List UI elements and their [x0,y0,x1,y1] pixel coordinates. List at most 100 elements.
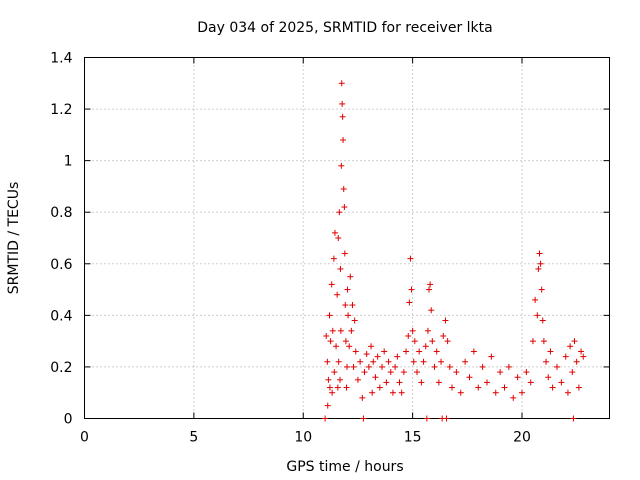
data-point [575,384,582,391]
data-point [429,338,436,345]
data-point [408,286,415,293]
data-point [374,353,381,360]
data-point [564,389,571,396]
data-point [342,302,349,309]
data-point [340,137,347,144]
data-point [346,343,353,350]
data-point [327,338,334,345]
data-point [562,353,569,360]
data-point [363,351,370,358]
data-point [549,384,556,391]
y-tick-label: 1.4 [50,51,72,67]
data-point [326,312,333,319]
data-point [497,369,504,376]
data-point [376,384,383,391]
y-tick-label: 0 [64,412,73,428]
y-axis-label: SRMTID / TECUs [6,182,22,295]
data-point [357,358,364,365]
data-point [479,363,486,370]
data-point [573,358,580,365]
x-tick-label: 15 [404,430,422,446]
data-point [571,338,578,345]
data-point [420,358,427,365]
data-point [331,369,338,376]
data-point [418,379,425,386]
data-point [424,327,431,334]
data-point [333,343,340,350]
data-point [444,338,451,345]
data-point [322,415,329,422]
data-point [338,80,345,87]
data-point [365,363,372,370]
data-point [519,389,525,396]
data-point [370,358,377,365]
data-point [540,338,547,345]
data-point [580,353,587,360]
data-point [443,415,450,422]
data-point [361,369,368,376]
data-point [337,376,343,383]
y-tick-label: 0.2 [50,360,72,376]
data-point [369,389,376,396]
data-point [372,374,379,381]
data-point [329,389,336,396]
data-point [431,363,438,370]
x-tick-label: 0 [80,430,89,446]
data-point [523,369,530,376]
data-point [396,379,403,386]
data-point [392,363,399,370]
plot-frame [84,57,610,419]
data-point [433,348,440,355]
data-point [470,348,477,355]
data-point [427,281,434,288]
data-point [334,384,341,391]
data-point [449,384,455,391]
data-point [342,338,349,345]
data-point [352,348,359,355]
y-tick-label: 1 [64,154,73,170]
data-point [405,332,412,339]
data-point [345,312,352,319]
data-point [400,369,407,376]
data-point [339,100,346,107]
data-point [340,186,347,193]
data-point [414,369,420,376]
data-point [343,384,350,391]
data-point [416,348,423,355]
data-point [337,327,344,334]
data-point [438,358,445,365]
x-tick-labels: 0 5 10 15 20 [80,430,531,446]
data-point [545,374,552,381]
data-point [339,113,346,120]
data-point [466,374,473,381]
data-point [426,286,433,293]
data-point [505,363,512,370]
data-point [379,363,385,370]
data-point [334,291,341,298]
data-point [409,327,416,334]
data-point [326,384,333,391]
data-point [338,162,345,169]
data-point [411,338,418,345]
data-point [359,394,366,401]
data-point [537,260,544,267]
y-tick-label: 0.4 [50,308,72,324]
data-point [570,415,577,422]
data-point [337,265,344,272]
data-point [535,265,542,272]
data-point [406,299,413,306]
x-tick-label: 10 [294,430,312,446]
x-tick-label: 5 [189,430,198,446]
data-point [578,348,585,355]
y-tick-label: 0.6 [50,257,72,273]
data-point [385,358,392,365]
data-point [323,332,330,339]
data-point [428,307,435,314]
chart-title: Day 034 of 2025, SRMTID for receiver lkt… [197,20,492,36]
data-point [335,358,342,365]
data-point [543,358,550,365]
data-point [410,358,417,365]
data-point [347,273,354,280]
data-point [341,204,348,211]
data-points [322,80,587,422]
